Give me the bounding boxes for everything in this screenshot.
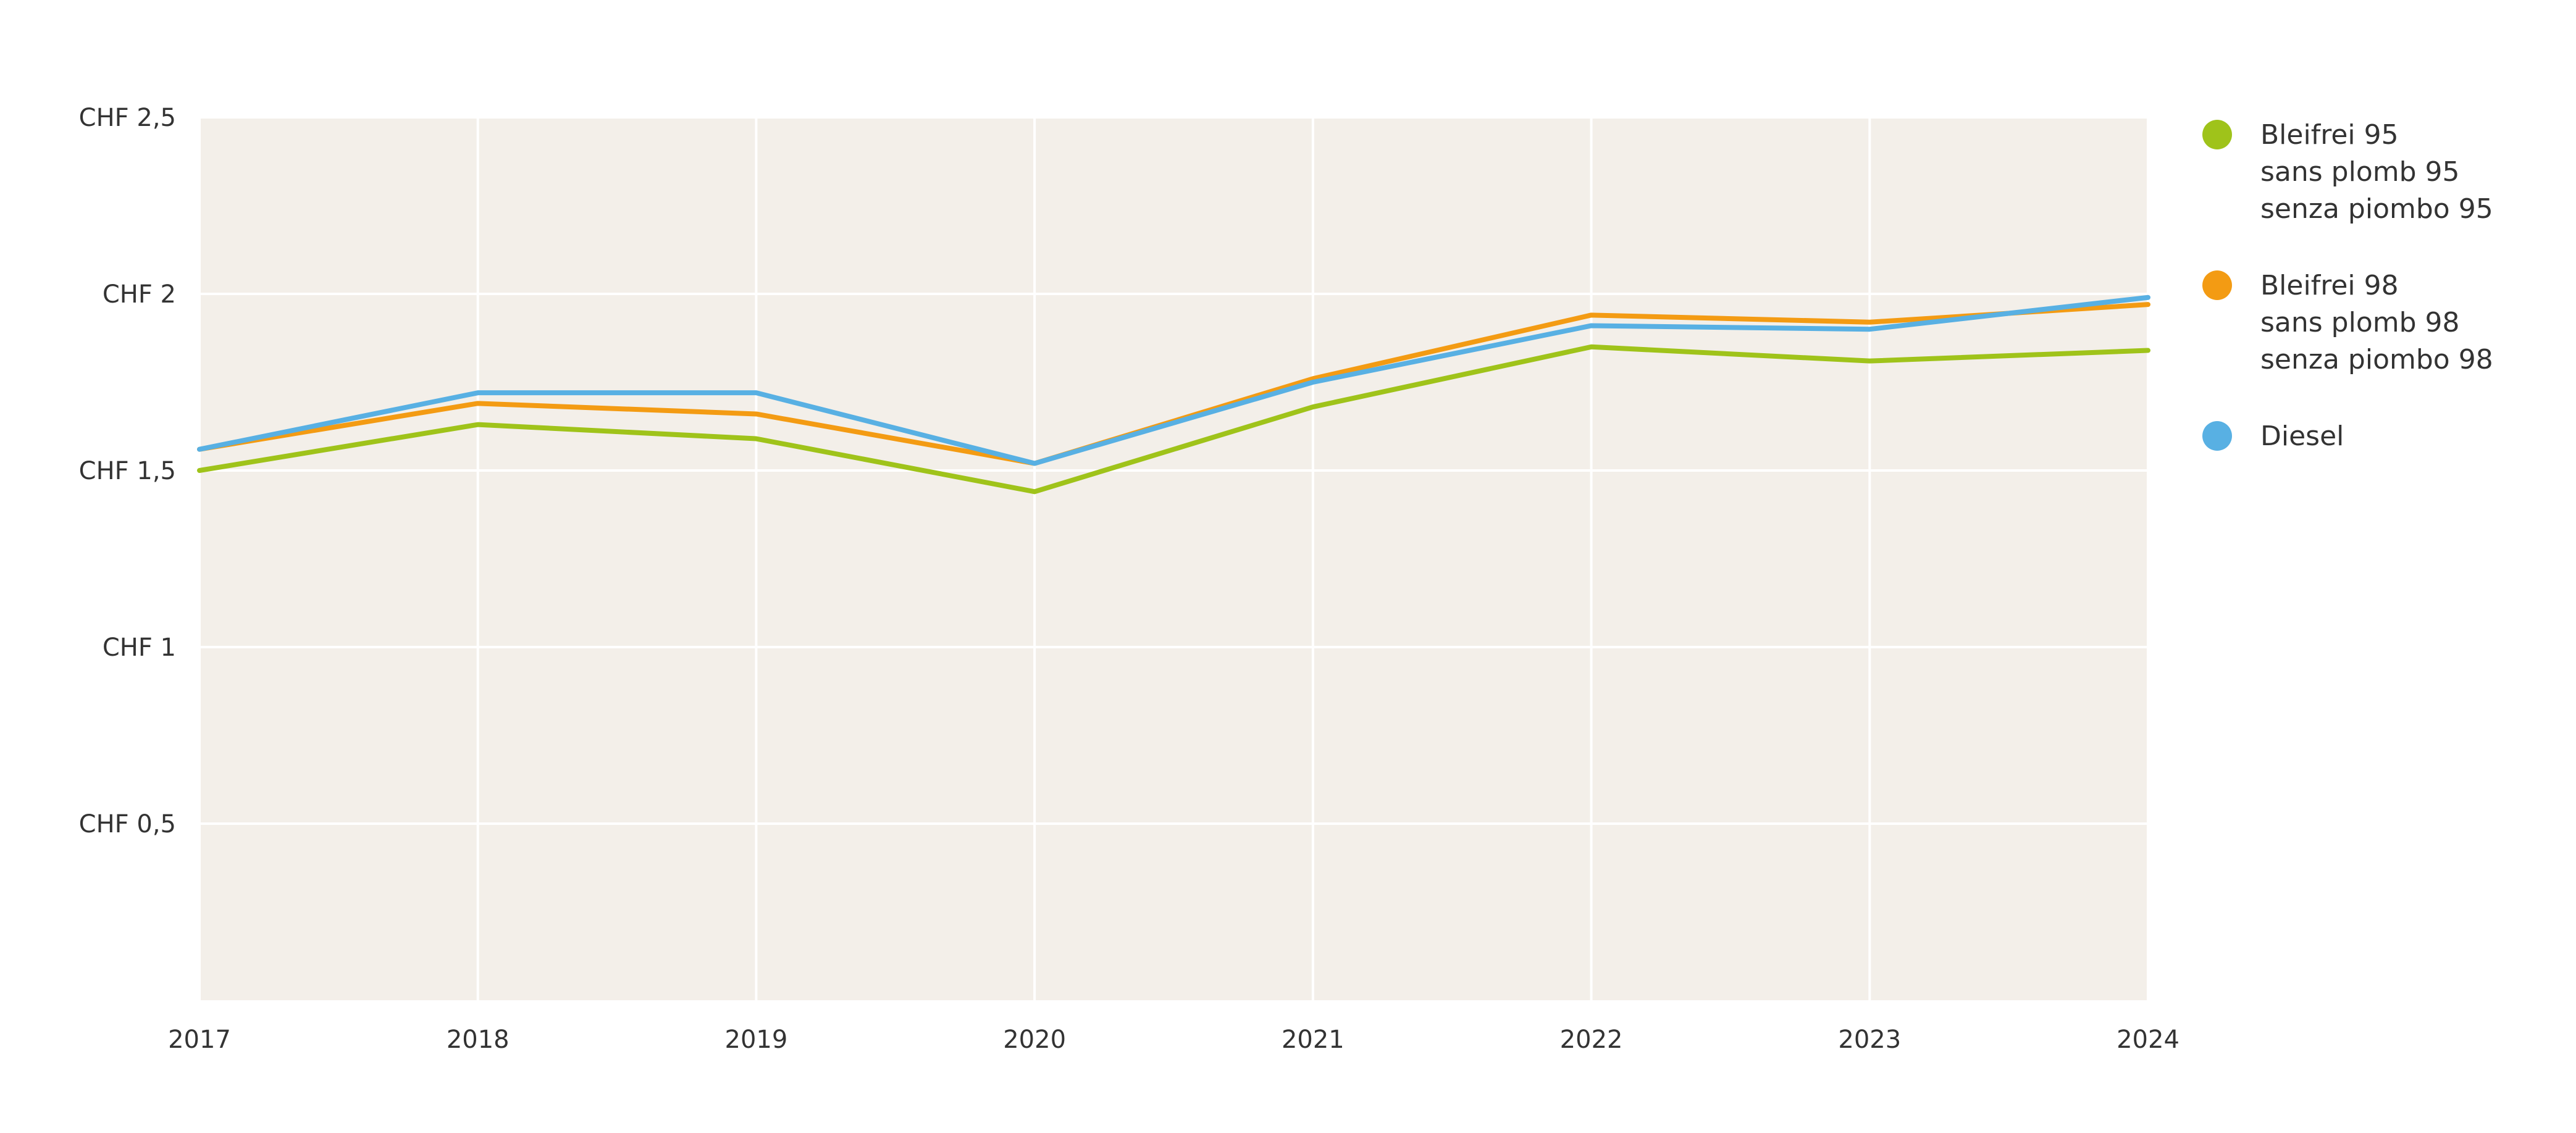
series-line-3 xyxy=(197,295,2150,466)
legend-label: senza piombo 95 xyxy=(2260,193,2493,225)
legend-label: Bleifrei 95 xyxy=(2260,119,2399,151)
legend-label: sans plomb 95 xyxy=(2260,156,2460,188)
legend-marker-2 xyxy=(2202,270,2232,300)
legend-label: Bleifrei 98 xyxy=(2260,270,2399,301)
x-axis: 2017 2018 2019 2020 2021 2022 2023 2024 xyxy=(168,1026,2180,1054)
series-line-1 xyxy=(197,344,2150,495)
y-axis: CHF 0,5 CHF 1 CHF 1,5 CHF 2 CHF 2,5 xyxy=(79,104,176,838)
x-tick-label: 2024 xyxy=(2117,1026,2180,1054)
legend-label: senza piombo 98 xyxy=(2260,344,2493,375)
legend-marker-1 xyxy=(2202,120,2232,149)
y-tick-label: CHF 1 xyxy=(103,633,176,662)
x-tick-label: 2019 xyxy=(725,1026,788,1054)
x-tick-label: 2017 xyxy=(168,1026,231,1054)
series-lines xyxy=(197,295,2150,495)
legend-label: sans plomb 98 xyxy=(2260,307,2460,338)
y-tick-label: CHF 1,5 xyxy=(79,457,176,485)
x-tick-label: 2022 xyxy=(1560,1026,1623,1054)
y-tick-label: CHF 2,5 xyxy=(79,104,176,132)
grid xyxy=(198,116,2149,1000)
x-tick-label: 2020 xyxy=(1003,1026,1066,1054)
plot-background xyxy=(199,117,2148,1000)
x-tick-label: 2021 xyxy=(1282,1026,1345,1054)
x-tick-label: 2018 xyxy=(447,1026,510,1054)
y-tick-label: CHF 0,5 xyxy=(79,810,176,838)
y-tick-label: CHF 2 xyxy=(103,280,176,309)
x-tick-label: 2023 xyxy=(1838,1026,1901,1054)
legend: Bleifrei 95 sans plomb 95 senza piombo 95 B… xyxy=(2202,119,2493,452)
legend-marker-3 xyxy=(2202,421,2232,451)
legend-label: Diesel xyxy=(2260,420,2344,452)
